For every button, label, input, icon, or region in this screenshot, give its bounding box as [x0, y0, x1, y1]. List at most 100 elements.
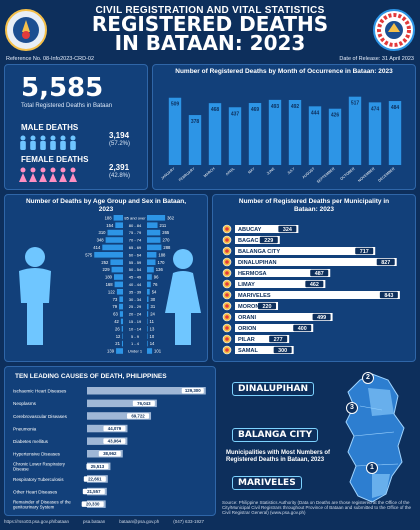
causes-chart-title: TEN LEADING CAUSES OF DEATH, PHILIPPINES	[15, 373, 167, 380]
municipality-icon	[222, 312, 232, 322]
bataan-map	[345, 373, 405, 503]
municipality-bar	[235, 280, 326, 288]
age-group-label: 50 - 54	[129, 267, 142, 272]
month-value-label: 468	[211, 107, 220, 113]
reference-number: Reference No. 08-Info2023-CRD-02	[6, 56, 95, 62]
municipality-bar	[235, 225, 299, 233]
female-person-icon	[29, 167, 37, 182]
municipality-value-box	[269, 335, 288, 343]
facebook-link[interactable]: psa.bataan	[82, 519, 106, 524]
cause-value: 69,722	[131, 413, 145, 418]
female-age-value: 270	[163, 238, 171, 243]
female-age-value: 136	[156, 267, 164, 272]
male-age-value: 168	[106, 282, 114, 287]
female-people-icons	[19, 167, 77, 182]
municipality-icon	[222, 334, 232, 344]
age-group-label: Under 1	[128, 349, 143, 354]
cause-value-box	[81, 501, 104, 507]
female-age-bar	[147, 318, 148, 325]
cause-value: 22,661	[88, 476, 102, 481]
age-group-label: 60 - 64	[129, 252, 142, 257]
month-bar	[248, 103, 262, 165]
female-age-bar	[147, 289, 150, 295]
month-value-label: 493	[271, 104, 280, 110]
municipality-bar	[235, 258, 397, 266]
map-caption: Municipalities with Most Numbers of Regi…	[226, 450, 331, 463]
municipality-value-box	[273, 346, 292, 354]
male-age-value: 21	[115, 341, 120, 346]
cause-value: 21,557	[87, 489, 101, 494]
municipality-value-box	[305, 280, 324, 288]
municipality-bar	[235, 346, 294, 354]
female-age-bar	[147, 266, 154, 273]
municipality-bar	[235, 335, 290, 343]
male-age-value: 188	[105, 215, 113, 220]
age-group-label: 1 - 4	[131, 341, 140, 346]
municipality-name: ORANI	[238, 315, 256, 321]
municipality-value-box	[259, 236, 278, 244]
municipality-icon	[222, 268, 232, 278]
month-tick-label: DECEMBER	[377, 166, 395, 182]
municipality-name: PILAR	[238, 337, 255, 343]
age-group-label: 85 and over	[124, 215, 146, 220]
month-bar	[208, 103, 222, 165]
male-age-bar	[94, 252, 123, 258]
male-age-bar	[107, 229, 123, 236]
male-age-bar	[114, 281, 123, 288]
month-tick-label: MARCH	[203, 166, 216, 178]
municipality-value: 487	[315, 271, 324, 277]
monthly-chart-panel: Number of Registered Deaths by Month of …	[152, 64, 416, 190]
municipality-value-box	[278, 225, 297, 233]
female-age-value: 30	[151, 297, 156, 302]
month-value-label: 378	[191, 119, 200, 125]
male-deaths-value: 3,194	[109, 131, 130, 140]
cause-bar	[87, 399, 157, 408]
male-age-value: 122	[108, 289, 116, 294]
map-pin-rank-1: 1	[366, 462, 378, 474]
month-value-label: 517	[351, 101, 360, 107]
cause-value-box	[86, 463, 109, 470]
female-person-icon	[49, 167, 57, 182]
cause-label: Ischaemic Heart Diseases	[13, 389, 67, 394]
municipality-panel: Number of Registered Deaths per Municipa…	[212, 194, 416, 362]
municipality-value: 717	[360, 249, 369, 255]
municipality-name: MARIVELES	[238, 293, 271, 299]
cause-value-box	[98, 451, 121, 457]
female-deaths-pct: (42.8%)	[109, 173, 131, 179]
male-age-bar	[111, 266, 123, 273]
female-age-value: 96	[154, 275, 159, 280]
male-age-bar	[121, 326, 123, 332]
male-age-bar	[119, 311, 123, 317]
month-tick-label: JULY	[287, 166, 297, 175]
female-age-value: 76	[153, 282, 158, 287]
male-age-bar	[105, 237, 123, 243]
male-person-icon	[40, 135, 46, 150]
municipality-value-box	[312, 313, 331, 321]
female-age-bar	[147, 229, 161, 236]
municipality-value: 499	[317, 315, 326, 321]
age-sex-chart-title: Number of Deaths by Age Group and Sex in…	[25, 198, 187, 213]
female-age-bar	[147, 244, 162, 251]
cause-label: Respiratory Tuberculosis	[13, 477, 64, 482]
cause-value-box	[132, 400, 155, 407]
male-age-value: 310	[99, 230, 107, 235]
email-link[interactable]: bataan@psa.gov.ph	[119, 519, 160, 524]
age-sex-panel: Number of Deaths by Age Group and Sex in…	[4, 194, 208, 362]
municipality-bar	[235, 236, 280, 244]
male-age-value: 42	[114, 319, 119, 324]
male-age-value: 252	[101, 260, 109, 265]
month-value-label: 474	[371, 106, 380, 112]
female-age-value: 13	[150, 326, 155, 331]
male-age-bar	[119, 296, 123, 302]
month-bar	[168, 97, 182, 165]
municipality-icon	[222, 279, 232, 289]
cause-label-cont: Disease	[13, 467, 29, 472]
page-title-line2: IN BATAAN: 2023	[114, 31, 306, 55]
website-link[interactable]: https://rsso03.psa.gov.ph/bataan	[4, 519, 69, 524]
female-age-bar	[147, 348, 153, 354]
male-person-icon	[20, 135, 26, 150]
female-age-value: 101	[154, 349, 162, 354]
age-group-label: 55 - 59	[129, 260, 142, 265]
male-person-icon	[70, 135, 76, 150]
footer-links: https://rsso03.psa.gov.ph/bataan psa.bat…	[4, 519, 204, 524]
